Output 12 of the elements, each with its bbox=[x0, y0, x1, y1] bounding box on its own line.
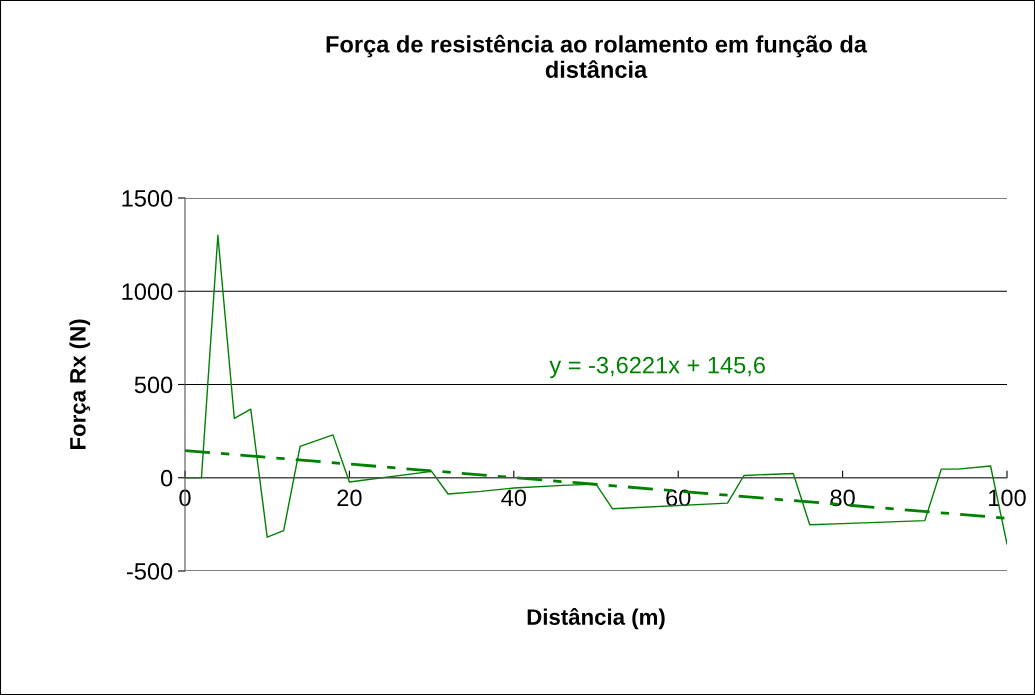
annotation: y = -3,6221x + 145,6 bbox=[549, 356, 765, 379]
y-tick-label: 0 bbox=[160, 469, 173, 487]
x-tick-label: 40 bbox=[501, 489, 527, 507]
y-tick-label: -500 bbox=[126, 563, 173, 580]
y-tick-label: 1500 bbox=[122, 190, 173, 207]
x-axis-title: Distância (m) bbox=[527, 608, 665, 630]
y-tick-label: 1000 bbox=[122, 283, 173, 301]
x-tick-label: 20 bbox=[337, 489, 362, 507]
x-tick-label: 0 bbox=[179, 489, 191, 507]
chart-title: Força de resistência ao rolamento em função da distância bbox=[326, 34, 868, 79]
y-axis-title: Força Rx (N) bbox=[69, 319, 91, 450]
y-tick-label: 500 bbox=[134, 376, 173, 394]
